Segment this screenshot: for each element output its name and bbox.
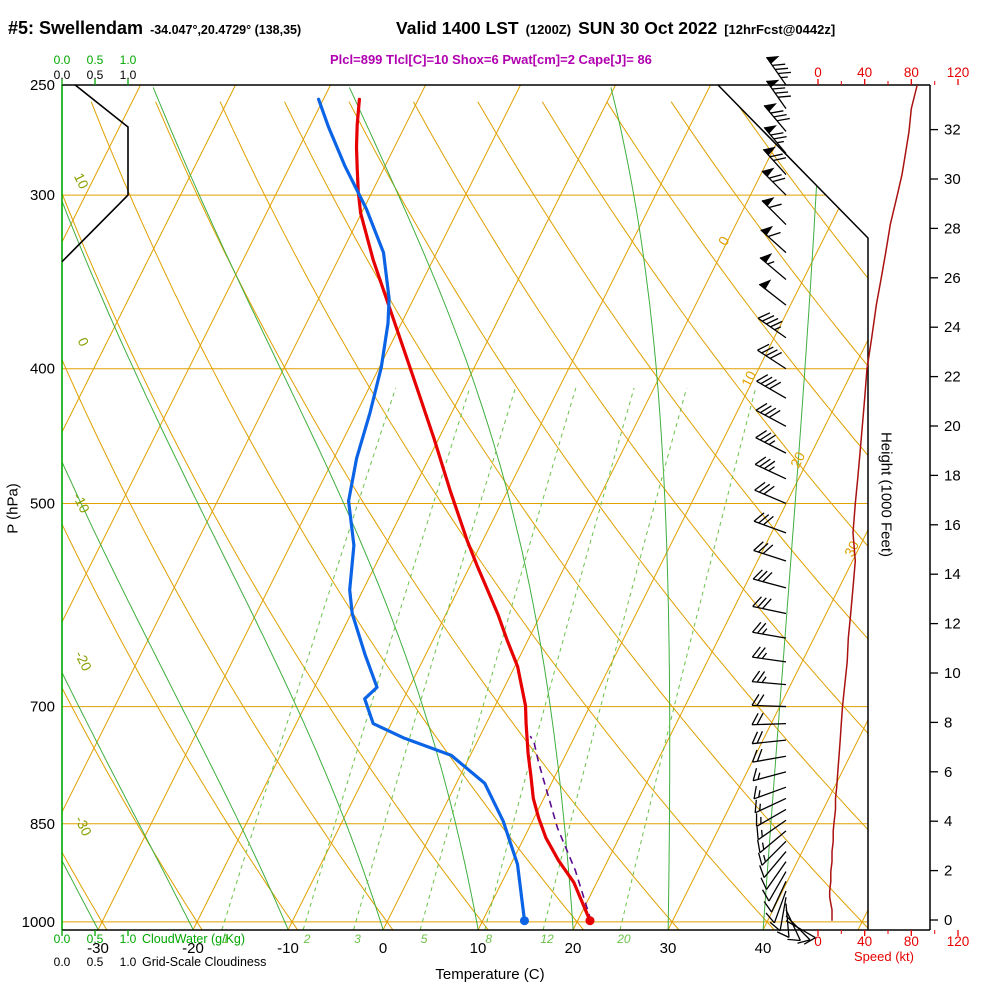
svg-text:2: 2 [944, 863, 952, 880]
svg-text:14: 14 [944, 566, 961, 583]
cloudiness-scale-tick: 0.0 [53, 955, 71, 969]
svg-text:120: 120 [947, 65, 970, 80]
svg-text:22: 22 [944, 369, 961, 386]
svg-text:850: 850 [30, 816, 55, 833]
valid-zulu: (1200Z) [525, 22, 572, 37]
svg-text:40: 40 [755, 940, 772, 957]
svg-text:0: 0 [814, 65, 822, 80]
svg-text:24: 24 [944, 319, 961, 336]
cloudwater-scale-tick: 0.0 [53, 53, 71, 67]
svg-text:500: 500 [30, 495, 55, 512]
speed-axis-title: Speed (kt) [854, 949, 914, 964]
svg-text:0: 0 [944, 912, 952, 929]
cloudiness-profile [61, 84, 129, 263]
svg-text:400: 400 [30, 361, 55, 378]
station-coords: -34.047°,20.4729° (138,35) [150, 23, 302, 37]
svg-text:32: 32 [944, 122, 961, 139]
svg-text:40: 40 [857, 65, 872, 80]
svg-text:-20: -20 [182, 940, 204, 957]
svg-text:250: 250 [30, 77, 55, 94]
svg-text:3: 3 [354, 932, 361, 946]
svg-text:10: 10 [944, 665, 961, 682]
cloudwater-scale-tick: 0.0 [53, 932, 71, 946]
svg-text:5: 5 [421, 932, 428, 946]
svg-text:0: 0 [75, 335, 93, 349]
svg-text:-10: -10 [277, 940, 299, 957]
forecast-tag: [12hrFcst@0442z] [724, 22, 836, 37]
speed-profile [828, 84, 918, 921]
svg-text:40: 40 [857, 934, 872, 949]
svg-text:-30: -30 [72, 813, 95, 838]
svg-text:700: 700 [30, 699, 55, 716]
svg-text:8: 8 [485, 932, 492, 946]
svg-text:-10: -10 [70, 490, 93, 515]
svg-text:6: 6 [944, 764, 952, 781]
temperature-tick-labels: -30 -20 -10 0 10 20 30 40 [87, 940, 771, 957]
surface-dewpoint-dot [519, 916, 529, 926]
cloudiness-scale-tick: 0.5 [86, 955, 104, 969]
wind-barbs [751, 56, 816, 945]
svg-text:20: 20 [616, 932, 631, 946]
svg-text:28: 28 [944, 220, 961, 237]
svg-text:1000: 1000 [22, 914, 55, 931]
mixing-ratio-labels: 1 2 3 5 8 12 20 [222, 932, 631, 946]
svg-text:10: 10 [470, 940, 487, 957]
svg-text:80: 80 [904, 934, 919, 949]
svg-text:12: 12 [944, 616, 961, 633]
svg-text:4: 4 [944, 813, 952, 830]
cloudiness-scale-tick: 1.0 [119, 955, 137, 969]
svg-text:2: 2 [303, 932, 311, 946]
temperature-curve [354, 97, 592, 923]
svg-text:20: 20 [944, 418, 961, 435]
surface-temp-dot [585, 916, 595, 926]
header: #5: Swellendam -34.047°,20.4729° (138,35… [8, 18, 301, 39]
svg-text:20: 20 [787, 449, 808, 470]
cloudiness-scale-tick: 0.0 [53, 68, 71, 82]
svg-text:0: 0 [379, 940, 387, 957]
cloudiness-axis-title: Grid-Scale Cloudiness [142, 955, 267, 969]
svg-text:20: 20 [565, 940, 582, 957]
surface-temp-dot [585, 916, 595, 926]
cloudiness-scale-tick: 1.0 [119, 68, 137, 82]
cloudwater-axis-title: CloudWater (g/Kg) [142, 932, 246, 946]
cloudwater-scale-tick: 1.0 [119, 932, 137, 946]
valid-time-line: Valid 1400 LST (1200Z) SUN 30 Oct 2022 [… [396, 18, 835, 39]
svg-text:-30: -30 [87, 940, 109, 957]
svg-text:8: 8 [944, 714, 952, 731]
cloudwater-scale-tick: 1.0 [119, 53, 137, 67]
parcel-curve [529, 735, 592, 921]
surface-dewpoint-dot [519, 916, 529, 926]
svg-text:16: 16 [944, 517, 961, 534]
svg-text:10: 10 [71, 170, 92, 191]
svg-text:12: 12 [540, 932, 554, 946]
valid-time: Valid 1400 LST [396, 18, 519, 38]
svg-text:10: 10 [738, 368, 759, 389]
svg-text:-20: -20 [72, 648, 95, 673]
svg-text:30: 30 [944, 171, 961, 188]
valid-date: SUN 30 Oct 2022 [578, 18, 718, 38]
temperature-axis-title: Temperature (C) [435, 966, 545, 983]
cloudiness-scale-tick: 0.5 [86, 68, 104, 82]
cloudwater-scale-tick: 0.5 [86, 53, 104, 67]
svg-text:120: 120 [947, 934, 970, 949]
svg-text:1: 1 [222, 932, 229, 946]
skewt-background-grid [62, 85, 868, 930]
pressure-tick-labels: 250 300 400 500 700 850 1000 [22, 77, 55, 931]
svg-text:300: 300 [30, 187, 55, 204]
svg-text:26: 26 [944, 270, 961, 287]
dewpoint-curve [317, 97, 527, 923]
stability-indices: Plcl=899 Tlcl[C]=10 Shox=6 Pwat[cm]=2 Ca… [330, 52, 652, 67]
svg-text:18: 18 [944, 467, 961, 484]
svg-text:30: 30 [841, 538, 862, 559]
svg-text:30: 30 [660, 940, 677, 957]
station-title: #5: Swellendam [8, 18, 144, 38]
svg-text:0: 0 [814, 934, 822, 949]
cloudwater-scale-tick: 0.5 [86, 932, 104, 946]
svg-text:80: 80 [904, 65, 919, 80]
